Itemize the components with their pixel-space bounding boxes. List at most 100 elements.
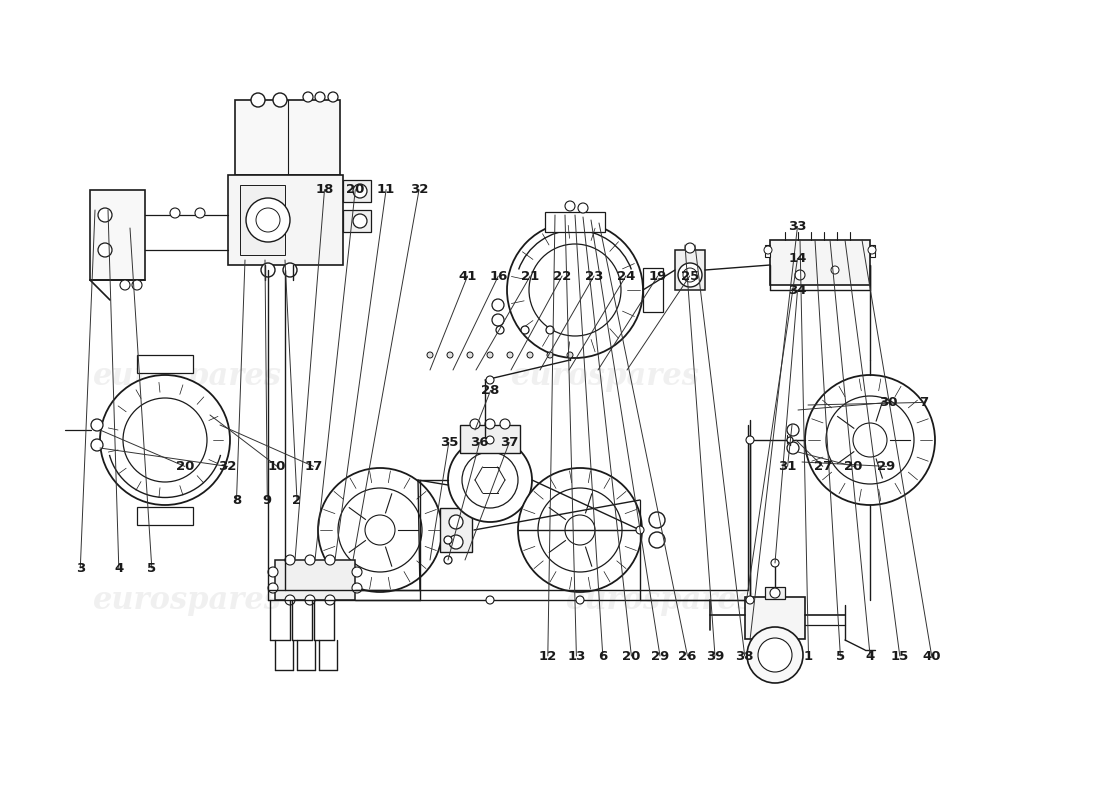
Text: 5: 5 [836, 650, 845, 662]
Text: eurospares: eurospares [565, 585, 755, 615]
Circle shape [770, 588, 780, 598]
Circle shape [486, 376, 494, 384]
Circle shape [328, 92, 338, 102]
Circle shape [91, 439, 103, 451]
Text: 13: 13 [568, 650, 585, 662]
Circle shape [786, 437, 793, 443]
Bar [228, 175, 343, 265]
Circle shape [100, 375, 230, 505]
Circle shape [256, 208, 280, 232]
Text: 35: 35 [440, 436, 458, 449]
Text: 23: 23 [585, 270, 603, 282]
Text: 3: 3 [76, 562, 85, 574]
Circle shape [470, 419, 480, 429]
Circle shape [566, 352, 573, 358]
Text: 10: 10 [268, 460, 286, 473]
Text: 9: 9 [263, 494, 272, 506]
Circle shape [338, 488, 422, 572]
Circle shape [492, 314, 504, 326]
Text: 21: 21 [521, 270, 539, 282]
Circle shape [302, 92, 313, 102]
Text: 41: 41 [459, 270, 476, 282]
Circle shape [764, 246, 772, 254]
Circle shape [120, 280, 130, 290]
Circle shape [449, 535, 463, 549]
Text: 14: 14 [789, 252, 806, 265]
Circle shape [305, 555, 315, 565]
Circle shape [649, 532, 666, 548]
Circle shape [538, 488, 621, 572]
Circle shape [352, 583, 362, 593]
Circle shape [444, 556, 452, 564]
Text: 5: 5 [147, 562, 156, 574]
Text: 40: 40 [923, 650, 940, 662]
Text: 25: 25 [681, 270, 698, 282]
Bar [343, 180, 371, 202]
Text: 19: 19 [649, 270, 667, 282]
Text: 18: 18 [316, 183, 333, 196]
Circle shape [507, 352, 513, 358]
Bar [770, 240, 870, 285]
Bar [644, 268, 663, 312]
Circle shape [324, 595, 336, 605]
Bar [870, 245, 874, 257]
Circle shape [521, 326, 529, 334]
Circle shape [746, 436, 754, 444]
Text: 34: 34 [789, 284, 806, 297]
Text: eurospares: eurospares [92, 361, 282, 391]
Text: 24: 24 [617, 270, 635, 282]
Circle shape [449, 515, 463, 529]
Circle shape [830, 266, 839, 274]
Text: 4: 4 [866, 650, 874, 662]
Circle shape [826, 396, 914, 484]
Circle shape [795, 270, 805, 280]
Text: 36: 36 [471, 436, 488, 449]
Text: 38: 38 [736, 650, 754, 662]
Bar [235, 100, 340, 175]
Circle shape [492, 299, 504, 311]
Bar [460, 425, 520, 453]
Circle shape [246, 198, 290, 242]
Circle shape [305, 595, 315, 605]
Text: 29: 29 [651, 650, 669, 662]
Circle shape [273, 93, 287, 107]
Text: 6: 6 [598, 650, 607, 662]
Text: 4: 4 [114, 562, 123, 574]
Bar [138, 507, 192, 525]
Text: eurospares: eurospares [510, 361, 700, 391]
Circle shape [251, 93, 265, 107]
Text: 29: 29 [878, 460, 895, 473]
Circle shape [427, 352, 433, 358]
Circle shape [578, 203, 588, 213]
Bar [343, 210, 371, 232]
Circle shape [527, 352, 534, 358]
Circle shape [170, 208, 180, 218]
Bar [675, 250, 705, 290]
Text: 2: 2 [293, 494, 301, 506]
Circle shape [685, 243, 695, 253]
Circle shape [462, 452, 518, 508]
Text: 33: 33 [789, 220, 806, 233]
Bar [764, 587, 785, 599]
Circle shape [353, 184, 367, 198]
Circle shape [352, 567, 362, 577]
Text: eurospares: eurospares [92, 585, 282, 615]
Circle shape [447, 352, 453, 358]
Text: 8: 8 [232, 494, 241, 506]
Circle shape [448, 438, 532, 522]
Circle shape [315, 92, 324, 102]
Text: 20: 20 [623, 650, 640, 662]
Circle shape [771, 559, 779, 567]
Text: 12: 12 [539, 650, 557, 662]
Circle shape [746, 596, 754, 604]
Circle shape [636, 526, 644, 534]
Text: 22: 22 [553, 270, 571, 282]
Bar [544, 212, 605, 232]
Circle shape [487, 352, 493, 358]
Circle shape [132, 280, 142, 290]
Text: 17: 17 [305, 460, 322, 473]
Text: 20: 20 [176, 460, 194, 473]
Text: 32: 32 [410, 183, 428, 196]
Circle shape [565, 515, 595, 545]
Circle shape [649, 512, 666, 528]
